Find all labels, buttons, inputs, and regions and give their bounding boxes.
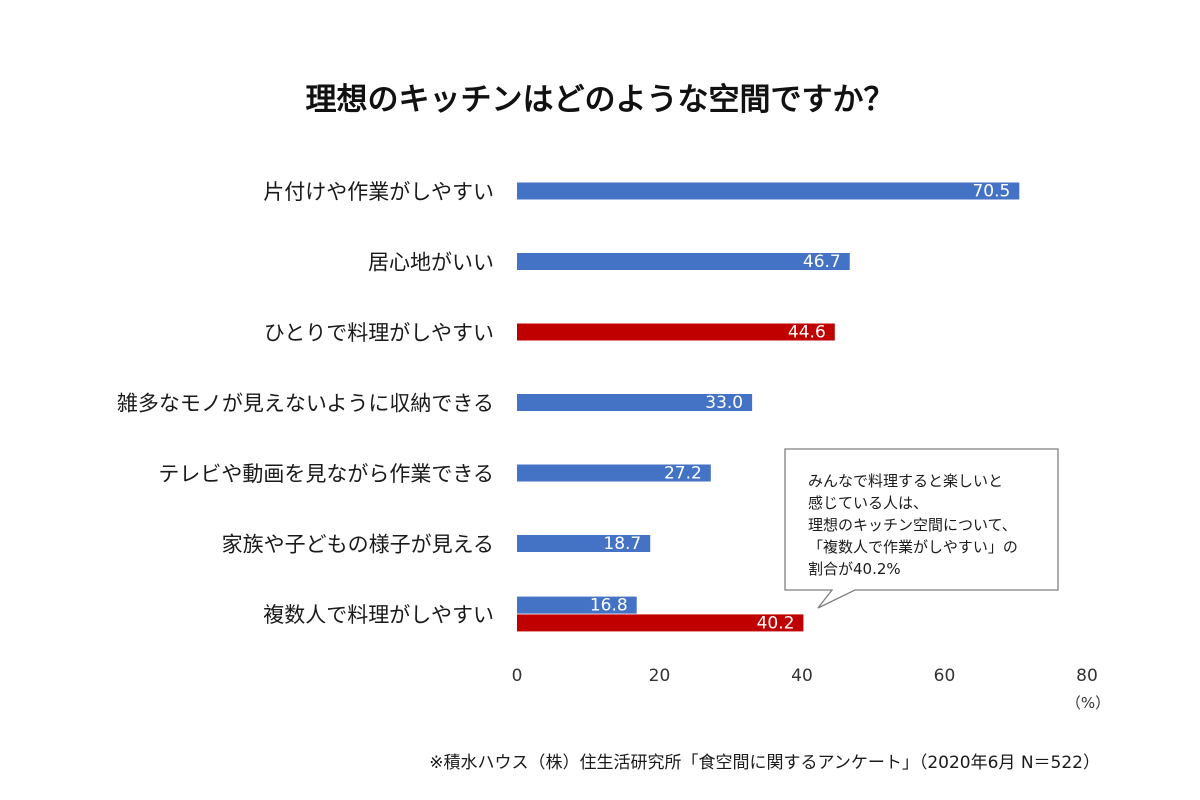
source-note: ※積水ハウス（株）住生活研究所「食空間に関するアンケート」（2020年6月 N＝…	[429, 753, 1100, 773]
data-label: 27.2	[664, 464, 702, 484]
category-label: 片付けや作業がしやすい	[263, 180, 494, 204]
bar-blue	[517, 596, 637, 614]
bar-blue	[517, 182, 1020, 200]
annotation-line: みんなで料理すると楽しいと	[808, 472, 1003, 490]
data-label: 70.5	[972, 182, 1010, 202]
x-tick-label: 80	[1076, 666, 1098, 686]
annotation-bubble	[784, 448, 1059, 609]
data-label: 16.8	[590, 596, 628, 616]
bar-blue	[517, 535, 651, 552]
data-label: 18.7	[603, 534, 641, 554]
annotation-callout: みんなで料理すると楽しいと感じている人は、理想のキッチン空間について、「複数人で…	[784, 448, 1059, 609]
category-label: ひとりで料理がしやすい	[264, 321, 494, 345]
category-label: 家族や子どもの様子が見える	[222, 533, 494, 557]
x-tick-label: 40	[791, 666, 813, 686]
annotation-line: 感じている人は、	[808, 494, 928, 512]
annotation-text: みんなで料理すると楽しいと感じている人は、理想のキッチン空間について、「複数人で…	[808, 472, 1018, 578]
x-axis-ticks: 0 20 40 60 80	[512, 666, 1098, 686]
chart-title: 理想のキッチンはどのような空間ですか？	[306, 82, 895, 118]
bar-row: 家族や子どもの様子が見える 18.7	[222, 533, 651, 557]
bar-row: テレビや動画を見ながら作業できる 27.2	[158, 462, 711, 486]
bar-red	[517, 323, 835, 341]
bar-blue	[517, 464, 711, 482]
category-label: テレビや動画を見ながら作業できる	[158, 462, 494, 486]
bar-row: 片付けや作業がしやすい 70.5	[263, 180, 1020, 204]
data-label: 33.0	[705, 393, 743, 413]
data-label: 44.6	[788, 323, 826, 343]
x-tick-label: 60	[934, 666, 956, 686]
annotation-line: 理想のキッチン空間について、	[808, 516, 1017, 534]
category-label: 雑多なモノが見えないように収納できる	[117, 392, 494, 416]
data-label: 40.2	[757, 613, 795, 633]
bar-row: ひとりで料理がしやすい 44.6	[264, 321, 835, 345]
bar-blue	[517, 394, 753, 411]
bar-red	[517, 614, 804, 632]
category-label: 居心地がいい	[368, 251, 494, 275]
bar-blue	[517, 253, 850, 270]
x-tick-label: 20	[649, 666, 671, 686]
bar-row: 居心地がいい 46.7	[368, 251, 850, 275]
bars-group: 片付けや作業がしやすい 70.5 居心地がいい 46.7 ひとりで料理がしやすい 44.6…	[117, 180, 1020, 633]
bar-row: 雑多なモノが見えないように収納できる 33.0	[117, 392, 753, 416]
bar-row: 複数人で料理がしやすい 16.8 40.2	[263, 596, 804, 633]
annotation-line: 「複数人で作業がしやすい」の	[808, 538, 1018, 556]
x-tick-label: 0	[512, 666, 523, 686]
annotation-line: 割合が40.2%	[808, 560, 901, 578]
data-label: 46.7	[803, 252, 841, 272]
x-axis-unit: （%）	[1066, 694, 1110, 712]
category-label: 複数人で料理がしやすい	[263, 603, 494, 627]
